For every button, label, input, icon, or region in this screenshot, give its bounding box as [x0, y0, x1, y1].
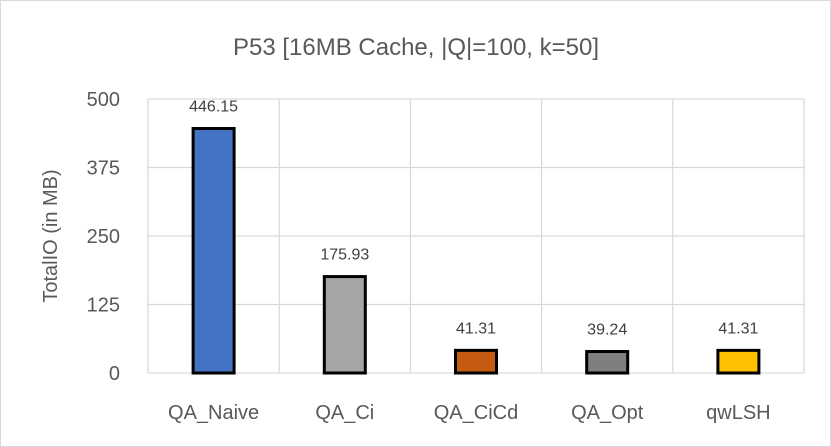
- x-category-label: qwLSH: [706, 402, 770, 424]
- data-label: 39.24: [587, 321, 627, 338]
- data-label: 175.93: [320, 247, 369, 264]
- y-axis-title: TotalIO (in MB): [40, 169, 62, 302]
- bar-qwlsh: [716, 348, 761, 375]
- y-tick-label: 375: [87, 158, 120, 180]
- bar-qa-ci: [322, 275, 367, 375]
- x-category-label: QA_CiCd: [434, 402, 518, 424]
- y-tick-label: 0: [109, 363, 120, 385]
- x-category-label: QA_Opt: [571, 402, 644, 424]
- bar-qa-cicd: [454, 348, 498, 375]
- bar-qa-opt: [585, 349, 630, 375]
- bar-qa-naive: [191, 127, 236, 375]
- x-axis-categories: QA_Naive QA_Ci QA_CiCd QA_Opt qwLSH: [168, 402, 771, 424]
- gridlines: [147, 98, 805, 374]
- y-tick-label: 125: [87, 295, 120, 317]
- chart-title: P53 [16MB Cache, |Q|=100, k=50]: [233, 34, 599, 61]
- bars: [191, 127, 761, 375]
- x-category-label: QA_Naive: [168, 402, 259, 424]
- data-label: 446.15: [189, 99, 238, 116]
- y-axis-ticks: 0 125 250 375 500: [87, 89, 120, 385]
- data-labels: 446.15 175.93 41.31 39.24 41.31: [189, 99, 758, 339]
- y-tick-label: 250: [87, 226, 120, 248]
- y-tick-label: 500: [87, 89, 120, 111]
- data-label: 41.31: [718, 320, 758, 337]
- data-label: 41.31: [456, 320, 496, 337]
- x-category-label: QA_Ci: [315, 402, 374, 424]
